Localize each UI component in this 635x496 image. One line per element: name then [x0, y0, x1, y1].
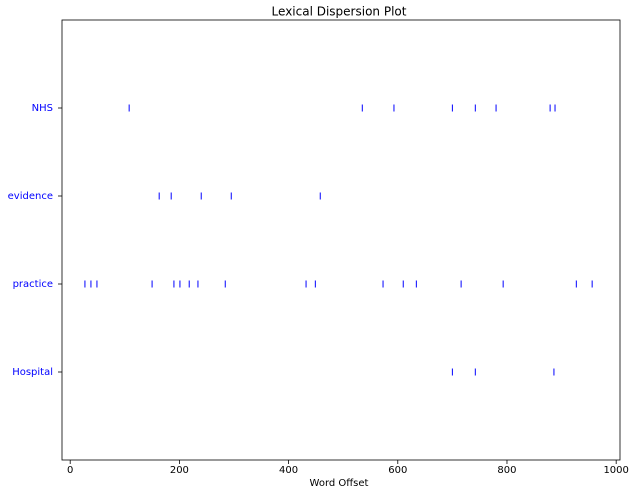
- y-tick-label: evidence: [8, 191, 53, 202]
- x-tick-label: 1000: [603, 465, 628, 476]
- x-tick-label: 400: [279, 465, 298, 476]
- chart-title: Lexical Dispersion Plot: [272, 5, 407, 19]
- x-tick-label: 0: [67, 465, 73, 476]
- x-tick-label: 600: [388, 465, 407, 476]
- y-tick-label: practice: [13, 279, 53, 290]
- x-axis-label: Word Offset: [310, 478, 369, 489]
- x-tick-label: 200: [170, 465, 189, 476]
- y-tick-label: NHS: [32, 103, 53, 114]
- y-tick-label: Hospital: [12, 367, 53, 378]
- plot-frame: [61, 19, 621, 461]
- x-tick-label: 800: [497, 465, 516, 476]
